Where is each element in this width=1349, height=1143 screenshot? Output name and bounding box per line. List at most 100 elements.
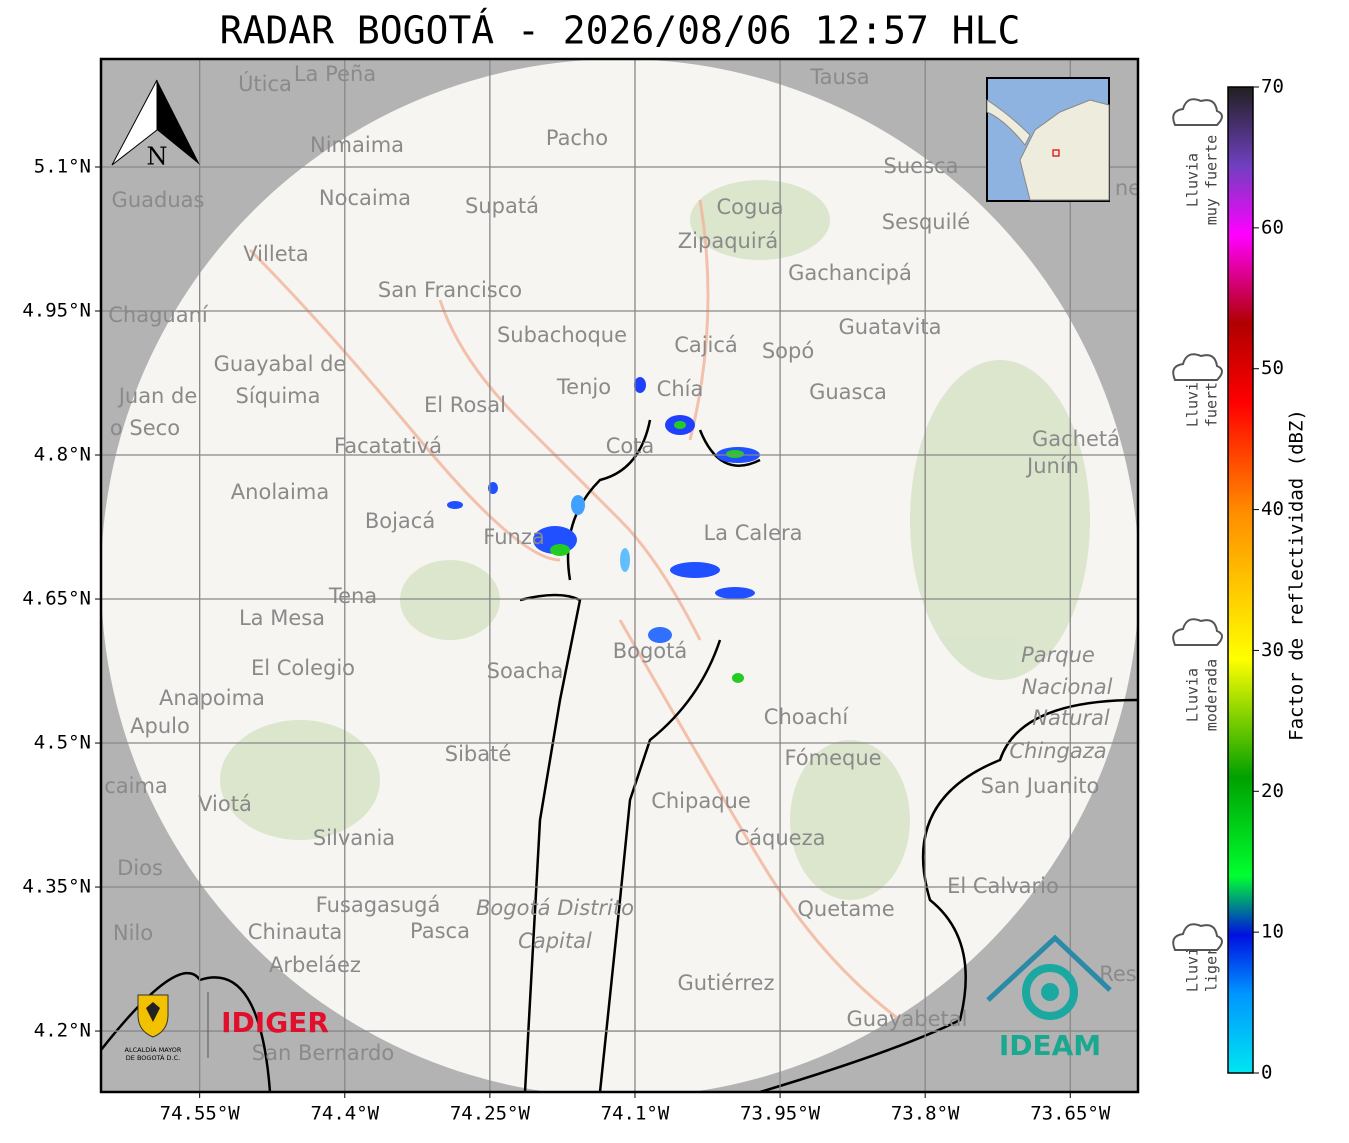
place-label: Gutiérrez bbox=[678, 971, 775, 995]
place-label: Nilo bbox=[113, 921, 153, 945]
lat-tick-label: 4.8°N bbox=[34, 444, 91, 466]
place-label: Arbeláez bbox=[269, 953, 361, 977]
lon-tick-label: 73.65°W bbox=[1030, 1103, 1111, 1125]
cloud-icon bbox=[1172, 353, 1223, 381]
place-label: Tausa bbox=[809, 65, 869, 89]
colorbar-tick-label: 60 bbox=[1261, 216, 1284, 238]
place-label: Chía bbox=[657, 377, 704, 401]
lon-tick-label: 74.4°W bbox=[310, 1103, 379, 1125]
cloud-icon bbox=[1172, 923, 1223, 951]
place-label: Apulo bbox=[130, 714, 190, 738]
map: Útica La Peña Tausa Pacho Nimaima Guaduas Noca… bbox=[101, 59, 1141, 1092]
alcaldia-logo: ALCALDÍA MAYOR DE BOGOTÁ D.C. IDIGER bbox=[125, 992, 329, 1062]
title: RADAR BOGOTÁ - 2026/08/06 12:57 HLC bbox=[220, 9, 1021, 53]
place-label: Bogotá bbox=[613, 639, 688, 663]
place-label: Quetame bbox=[797, 897, 894, 921]
place-label: El Colegio bbox=[251, 656, 355, 680]
place-label: caima bbox=[104, 774, 168, 798]
place-label: Fusagasugá bbox=[316, 893, 441, 917]
place-label: Chipaque bbox=[651, 789, 751, 813]
place-label: El Rosal bbox=[424, 393, 506, 417]
colorbar bbox=[1227, 86, 1254, 1074]
north-label: N bbox=[147, 143, 168, 171]
place-label: Choachí bbox=[764, 705, 850, 729]
rain-level-label: Lluvia bbox=[1184, 373, 1202, 427]
inset-map bbox=[986, 77, 1110, 202]
place-label: Viotá bbox=[198, 792, 252, 816]
place-label: San Francisco bbox=[378, 278, 522, 302]
lon-tick-label: 73.8°W bbox=[891, 1103, 960, 1125]
place-label: Chinauta bbox=[248, 920, 342, 944]
place-label: La Calera bbox=[703, 521, 802, 545]
ideam-logo: IDEAM bbox=[986, 934, 1112, 1062]
place-label: ne bbox=[1115, 176, 1141, 200]
place-label: Síquima bbox=[236, 384, 321, 408]
place-label: Silvania bbox=[313, 826, 395, 850]
place-label: Tena bbox=[328, 584, 377, 608]
lat-tick-label: 4.35°N bbox=[22, 876, 91, 898]
colorbar-tick-label: 40 bbox=[1261, 498, 1284, 520]
rain-level-label: fuerte bbox=[1203, 373, 1221, 427]
lat-tick-label: 5.1°N bbox=[34, 156, 91, 178]
alcaldia-text: DE BOGOTÁ D.C. bbox=[126, 1053, 180, 1062]
district-label: Capital bbox=[518, 929, 592, 953]
place-label: Anapoima bbox=[159, 686, 265, 710]
place-label: Anolaima bbox=[231, 480, 329, 504]
rain-level-label: Lluvia bbox=[1184, 938, 1202, 992]
place-label: Zipaquirá bbox=[678, 229, 778, 253]
place-label: o Seco bbox=[110, 416, 180, 440]
place-label: Guaduas bbox=[112, 188, 205, 212]
lat-tick-label: 4.95°N bbox=[22, 300, 91, 322]
place-label: Fómeque bbox=[784, 746, 881, 770]
place-label: Supatá bbox=[465, 194, 539, 218]
rain-level-label: ligera bbox=[1203, 938, 1221, 992]
park-label: Nacional bbox=[1022, 675, 1113, 699]
place-label: San Juanito bbox=[981, 774, 1100, 798]
place-label: Sibaté bbox=[445, 742, 512, 766]
place-label: Dios bbox=[117, 856, 163, 880]
lon-tick-label: 74.55°W bbox=[160, 1103, 241, 1125]
place-label: Facatativá bbox=[334, 434, 442, 458]
place-label: Cota bbox=[606, 434, 655, 458]
place-label: Gachancipá bbox=[788, 261, 912, 285]
place-label: La Peña bbox=[294, 62, 376, 86]
place-label: Cajicá bbox=[674, 333, 738, 357]
place-label: Pacho bbox=[546, 126, 608, 150]
place-label: Nimaima bbox=[310, 133, 404, 157]
place-label: Guayabal de bbox=[214, 352, 347, 376]
lon-tick-label: 74.25°W bbox=[450, 1103, 531, 1125]
park-label: Parque bbox=[1021, 643, 1095, 667]
place-label: Guasca bbox=[809, 380, 887, 404]
place-label: Gachetá bbox=[1032, 427, 1120, 451]
cloud-icon bbox=[1172, 618, 1223, 646]
lat-tick-label: 4.2°N bbox=[34, 1020, 91, 1042]
colorbar-label: Factor de reflectividad (dBZ) bbox=[1286, 409, 1308, 741]
place-label: San Bernardo bbox=[252, 1041, 394, 1065]
rain-level-label: Lluvia bbox=[1184, 153, 1202, 207]
lat-tick-label: 4.5°N bbox=[34, 732, 91, 754]
map-frame bbox=[99, 57, 1140, 1094]
lon-tick-label: 73.95°W bbox=[740, 1103, 821, 1125]
cloud-icon bbox=[1172, 98, 1223, 126]
place-label: Sesquilé bbox=[882, 210, 970, 234]
place-label: Juan de bbox=[117, 384, 198, 408]
rain-level-label: Lluvia bbox=[1184, 668, 1202, 722]
rain-level-label: moderada bbox=[1203, 659, 1221, 731]
place-label: Res bbox=[1099, 962, 1137, 986]
alcaldia-text: ALCALDÍA MAYOR bbox=[125, 1045, 182, 1054]
place-label: Guatavita bbox=[839, 315, 942, 339]
place-label: Pasca bbox=[410, 919, 470, 943]
district-label: Bogotá Distrito bbox=[476, 896, 634, 920]
colorbar-tick-label: 20 bbox=[1261, 780, 1284, 802]
colorbar-tick-label: 70 bbox=[1261, 76, 1284, 98]
rain-level-label: muy fuerte bbox=[1203, 135, 1221, 225]
place-label: Tenjo bbox=[556, 375, 611, 399]
place-label: Sopó bbox=[762, 339, 814, 363]
place-label: Villeta bbox=[243, 242, 308, 266]
place-label: Funza bbox=[483, 525, 544, 549]
idiger-logo: IDIGER bbox=[221, 1006, 329, 1039]
radar-echoes bbox=[447, 377, 760, 683]
place-label: Chaguaní bbox=[108, 303, 209, 327]
colorbar-tick-label: 0 bbox=[1261, 1062, 1272, 1084]
